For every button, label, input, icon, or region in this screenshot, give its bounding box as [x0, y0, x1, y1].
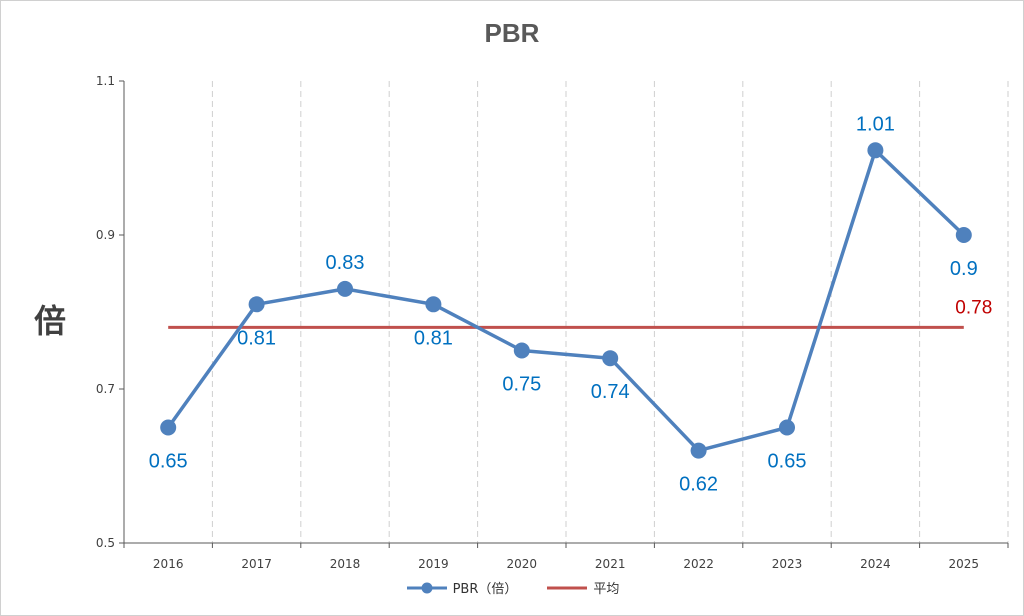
pbr-data-label: 0.81	[414, 327, 453, 349]
legend-label-pbr: PBR（倍）	[452, 582, 518, 597]
x-tick-label: 2022	[683, 557, 714, 571]
x-tick-label: 2021	[595, 557, 626, 571]
pbr-point	[513, 342, 530, 359]
pbr-data-label: 0.74	[591, 381, 630, 403]
legend-marker-average	[547, 586, 588, 589]
pbr-point	[602, 350, 619, 367]
pbr-point	[248, 296, 265, 313]
chart-title: PBR	[484, 18, 540, 48]
legend-marker-pbr	[406, 582, 447, 593]
pbr-point	[779, 419, 795, 436]
x-tick-label: 2017	[241, 557, 272, 571]
pbr-data-label: 0.9	[950, 258, 978, 280]
average-data-label: 0.78	[955, 297, 992, 318]
legend-item-pbr: PBR（倍）	[405, 578, 518, 597]
x-tick-label: 2020	[507, 557, 538, 571]
pbr-point	[690, 442, 707, 459]
x-tick-label: 2025	[949, 557, 980, 571]
y-tick-label: 0.9	[96, 228, 115, 242]
pbr-data-label: 0.65	[149, 451, 188, 473]
pbr-data-label: 0.62	[679, 474, 718, 496]
x-tick-label: 2024	[860, 557, 891, 571]
legend: PBR（倍） 平均	[0, 578, 1024, 597]
y-tick-label: 0.7	[96, 382, 115, 396]
pbr-data-label: 0.81	[237, 327, 276, 349]
y-tick-label: 0.5	[96, 536, 115, 550]
y-axis-label: 倍	[34, 302, 67, 340]
y-tick-label: 1.1	[96, 74, 115, 88]
pbr-point	[955, 227, 972, 243]
x-tick-label: 2019	[418, 557, 449, 571]
x-tick-label: 2016	[153, 557, 184, 571]
pbr-point	[337, 280, 353, 297]
pbr-data-label: 0.75	[502, 374, 541, 396]
pbr-point	[425, 296, 442, 313]
x-tick-label: 2023	[772, 557, 803, 571]
pbr-data-label: 0.83	[326, 252, 365, 274]
pbr-point	[867, 142, 884, 159]
legend-item-average: 平均	[545, 578, 619, 597]
pbr-line	[166, 148, 966, 453]
pbr-data-label: 1.01	[856, 113, 895, 135]
legend-label-average: 平均	[593, 582, 620, 597]
pbr-data-label: 0.65	[768, 451, 807, 473]
pbr-point	[160, 419, 177, 436]
x-tick-label: 2018	[330, 557, 361, 571]
